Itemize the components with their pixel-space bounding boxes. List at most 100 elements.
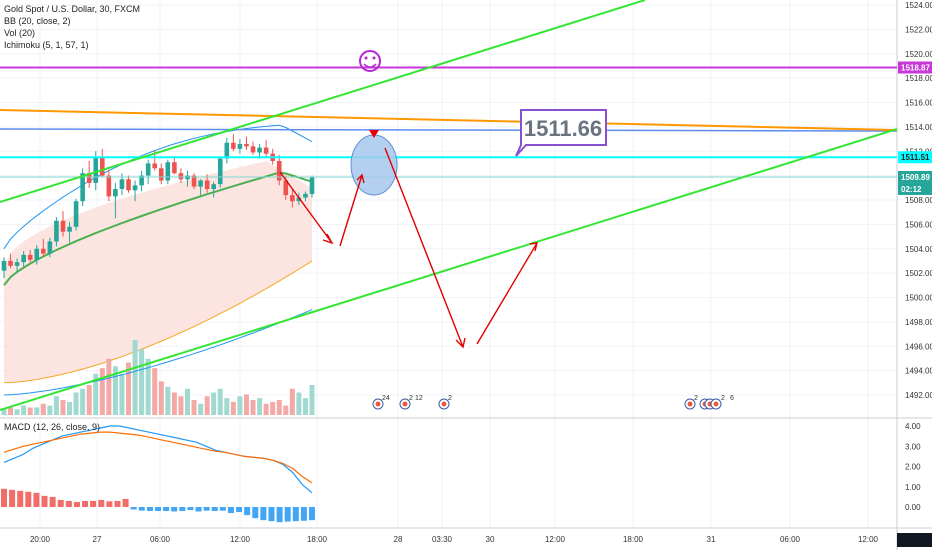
- macd-axis-tick: 0.00: [905, 503, 921, 512]
- volume-bar: [126, 362, 132, 415]
- axes: 1524.00 1522.00 1520.00 1518.00 1516.00 1514.…: [30, 1, 932, 547]
- macd-legend[interactable]: MACD (12, 26, close, 9): [4, 422, 101, 432]
- volume-bar: [230, 401, 236, 415]
- candle-body: [283, 180, 289, 196]
- volume-bar: [296, 392, 302, 415]
- candles: [1, 134, 315, 278]
- candle-body: [224, 142, 230, 159]
- chart-legend: Gold Spot / U.S. Dollar, 30, FXCM BB (20…: [4, 3, 140, 51]
- candle-body: [217, 158, 223, 185]
- cloud-lower-line: [3, 260, 313, 384]
- time-axis-tick: 03:30: [432, 535, 453, 544]
- candle-body: [263, 147, 269, 154]
- candle-body: [139, 175, 144, 186]
- volume-bar: [198, 403, 204, 415]
- macd-histogram-bar: [122, 498, 129, 507]
- cyan-price-badge-bg: [898, 151, 932, 164]
- volume-bar: [276, 400, 282, 415]
- candle-body: [73, 201, 79, 227]
- candle-body: [303, 193, 308, 198]
- countdown-badge: 02:12: [901, 185, 922, 194]
- time-axis-tick: 06:00: [150, 535, 171, 544]
- macd-histogram-bar: [41, 495, 48, 507]
- bb-basis-line: [3, 171, 313, 286]
- candle-body: [231, 142, 236, 149]
- event-markers[interactable]: 24 2 12 2 2 2 6: [372, 395, 734, 410]
- price-callout-box: [515, 109, 607, 157]
- volume-bar: [224, 398, 230, 415]
- candle-body: [165, 162, 171, 181]
- candle-body: [152, 163, 158, 169]
- drawing-tools[interactable]: 1511.66: [0, 0, 898, 411]
- candle-body: [211, 184, 217, 190]
- volume-bar: [1, 409, 7, 415]
- volume-bar: [204, 396, 210, 415]
- macd-histogram-bar: [163, 507, 170, 512]
- macd-histogram-bar: [244, 507, 251, 516]
- macd-axis-tick: 2.00: [905, 463, 921, 472]
- price-axis-tick: 1494.00: [905, 367, 932, 376]
- volume-bar: [237, 396, 243, 415]
- candle-body: [1, 260, 7, 271]
- macd-histogram-bar: [17, 490, 24, 507]
- candle-body: [60, 220, 66, 232]
- candle-body: [113, 189, 118, 197]
- macd-histogram-bar: [65, 500, 72, 507]
- price-axis-tick: 1496.00: [905, 342, 932, 351]
- macd-pane: [1, 425, 315, 523]
- volume-bar: [152, 368, 158, 415]
- event-count: 2: [409, 395, 413, 402]
- price-axis-tick: 1504.00: [905, 245, 932, 254]
- macd-histogram-bar: [25, 491, 32, 507]
- channel-upper-line: [0, 0, 646, 203]
- time-axis-tick: 31: [707, 535, 716, 544]
- vol-legend[interactable]: Vol (20): [4, 28, 36, 38]
- volume-bar: [14, 409, 20, 415]
- cloud-area: [4, 161, 312, 383]
- time-axis-tick: 20:00: [30, 535, 51, 544]
- volume-bar: [184, 388, 190, 415]
- macd-histogram-bar: [187, 507, 194, 511]
- projection-arrow: [476, 242, 538, 345]
- candle-body: [172, 162, 177, 174]
- projection-arrow: [339, 174, 363, 247]
- event-count: 2: [721, 395, 725, 402]
- volume-bar: [27, 407, 33, 415]
- event-count: 12: [415, 395, 423, 402]
- macd-histogram-bar: [260, 507, 267, 521]
- macd-histogram-bar: [138, 507, 145, 511]
- bb-legend[interactable]: BB (20, close, 2): [4, 16, 71, 26]
- volume-bar: [60, 400, 66, 415]
- price-axis-tick: 1500.00: [905, 294, 932, 303]
- macd-histogram-bar: [292, 507, 299, 522]
- arrowhead: [529, 242, 538, 252]
- macd-histogram-bar: [90, 500, 97, 507]
- projection-arrow: [384, 147, 464, 348]
- time-axis-tick: 27: [93, 535, 102, 544]
- price-axis-tick: 1508.00: [905, 196, 932, 205]
- macd-histogram-bar: [236, 507, 243, 513]
- ichimoku-legend[interactable]: Ichimoku (5, 1, 57, 1): [4, 40, 89, 50]
- macd-histogram-bar: [82, 500, 89, 507]
- price-axis-tick: 1506.00: [905, 220, 932, 229]
- candle-body: [290, 195, 295, 202]
- candle-body: [276, 161, 282, 181]
- trendline-orange: [0, 109, 898, 131]
- price-callout-text: 1511.66: [524, 116, 602, 141]
- projection-arrow: [279, 171, 333, 244]
- volume-bar: [40, 403, 46, 415]
- macd-histogram-bar: [211, 507, 218, 512]
- volume-bar: [47, 405, 53, 415]
- event-flag-dot: [375, 401, 381, 407]
- event-flag-dot: [402, 401, 408, 407]
- volume-bar: [139, 349, 145, 415]
- time-axis-tick: 30: [486, 535, 495, 544]
- candle-body: [126, 179, 131, 191]
- symbol-title[interactable]: Gold Spot / U.S. Dollar, 30, FXCM: [4, 4, 141, 14]
- event-count: 2: [694, 395, 698, 402]
- macd-histogram-bar: [130, 507, 137, 510]
- candle-body: [158, 168, 164, 181]
- volume-bar: [309, 385, 315, 415]
- volume-bar: [21, 405, 27, 415]
